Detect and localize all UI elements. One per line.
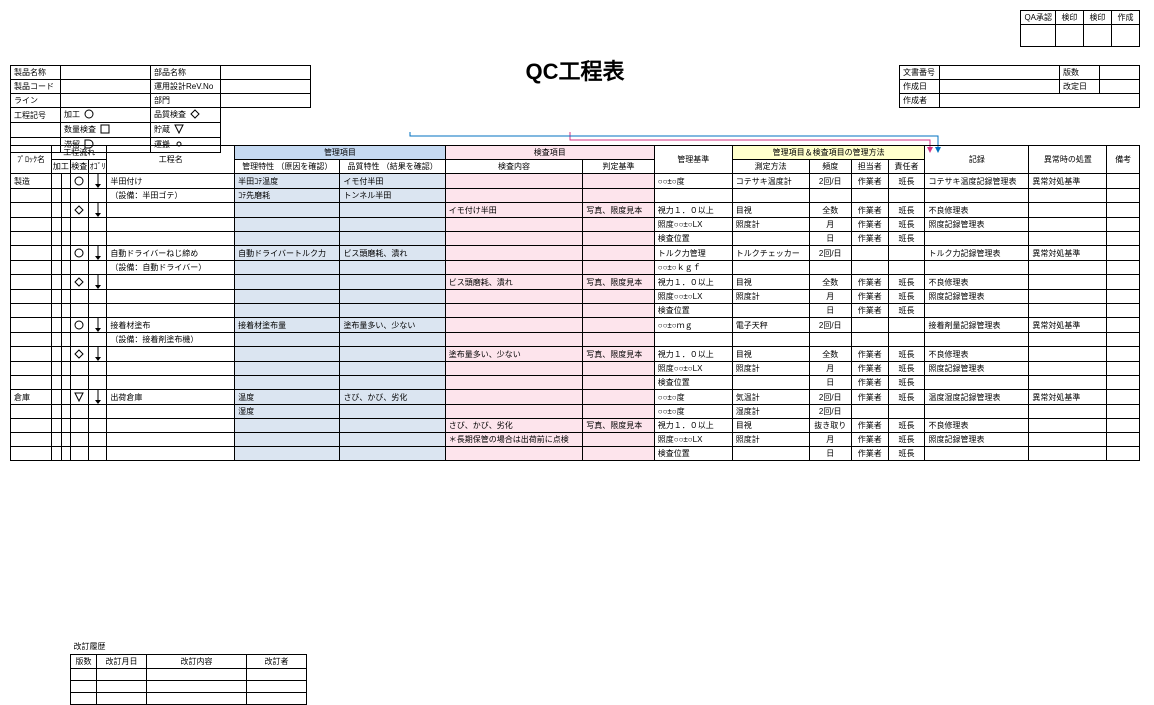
table-row: ビス頭磨耗、潰れ写真、限度見本視力１．０以上目視全数作業者班長不良修理表	[11, 275, 1140, 290]
table-row: 照度○○±○LX照度計月作業者班長照度記録管理表	[11, 362, 1140, 376]
hdr-name: 工程名	[107, 146, 235, 174]
qc-main-table: ﾌﾟﾛｯｸ名工程流れ工程名管理項目検査項目管理基準管理項目＆検査項目の管理方法記…	[10, 145, 1140, 461]
table-row: 接着材塗布接着材塗布量塗布量多い、少ない○○±○ｍｇ電子天秤2回/日接着剤量記録…	[11, 318, 1140, 333]
table-row: 自動ドライバーねじ締め自動ドライバートルク力ビス頭磨耗、潰れトルク力管理トルクチ…	[11, 246, 1140, 261]
docinfo-v	[1100, 66, 1140, 80]
revision-history: 改訂履歴 版数 改訂月日 改訂内容 改訂者	[70, 640, 307, 705]
approval-h4: 作成	[1112, 11, 1140, 25]
table-row: さび、かび、劣化写真、限度見本視力１．０以上目視抜き取り作業者班長不良修理表	[11, 419, 1140, 433]
approval-h1: QA承認	[1021, 11, 1056, 25]
table-row: 塗布量多い、少ない写真、限度見本視力１．０以上目視全数作業者班長不良修理表	[11, 347, 1140, 362]
hdr-houhou-group: 管理項目＆検査項目の管理方法	[732, 146, 925, 160]
hdr-kiroku: 記録	[925, 146, 1029, 174]
approval-h3: 検印	[1084, 11, 1112, 25]
table-row: （設備：接着剤塗布機）	[11, 333, 1140, 347]
table-row: 検査位置日作業者班長	[11, 304, 1140, 318]
table-row: 製造半田付け半田ｺﾃ温度イモ付半田○○±○度コテサキ温度計2回/日作業者班長コテ…	[11, 174, 1140, 189]
header-arrows	[10, 130, 1140, 146]
table-row: ＊長期保管の場合は出荷前に点検照度○○±○LX照度計月作業者班長照度記録管理表	[11, 433, 1140, 447]
table-row: 検査位置日作業者班長	[11, 376, 1140, 390]
table-row: 検査位置日作業者班長	[11, 447, 1140, 461]
table-row: 検査位置日作業者班長	[11, 232, 1140, 246]
circle-icon	[84, 109, 94, 121]
docinfo-l: 文書番号	[900, 66, 940, 80]
approval-h2: 検印	[1056, 11, 1084, 25]
table-row: （設備：半田ゴテ）ｺﾃ先磨耗トンネル半田	[11, 189, 1140, 203]
approval-box: QA承認 検印 検印 作成	[1020, 10, 1140, 47]
hdr-block: ﾌﾟﾛｯｸ名	[11, 146, 52, 174]
table-row: 照度○○±○LX照度計月作業者班長照度記録管理表	[11, 290, 1140, 304]
table-row: 照度○○±○LX照度計月作業者班長照度記録管理表	[11, 218, 1140, 232]
hdr-kensa-group: 検査項目	[445, 146, 654, 160]
docinfo-box: 文書番号 版数 作成日 改定日 作成者	[899, 65, 1140, 108]
hdr-kanri-group: 管理項目	[235, 146, 446, 160]
table-row: イモ付け半田写真、限度見本視力１．０以上目視全数作業者班長不良修理表	[11, 203, 1140, 218]
hdr-flow-group: 工程流れ	[52, 146, 107, 160]
table-row: 湿度○○±○度湿度計2回/日	[11, 405, 1140, 419]
hdr-bikou: 備考	[1107, 146, 1140, 174]
docinfo-l: 版数	[1060, 66, 1100, 80]
hdr-ijou: 異常時の処置	[1029, 146, 1107, 174]
table-row: 倉庫出荷倉庫温度さび、かび、劣化○○±○度気温計2回/日作業者班長温度湿度記録管…	[11, 390, 1140, 405]
table-row: （設備：自動ドライバー）○○±○ｋｇｆ	[11, 261, 1140, 275]
docinfo-v	[940, 66, 1060, 80]
hdr-kijun: 管理基準	[654, 146, 732, 174]
diamond-icon	[190, 109, 200, 121]
